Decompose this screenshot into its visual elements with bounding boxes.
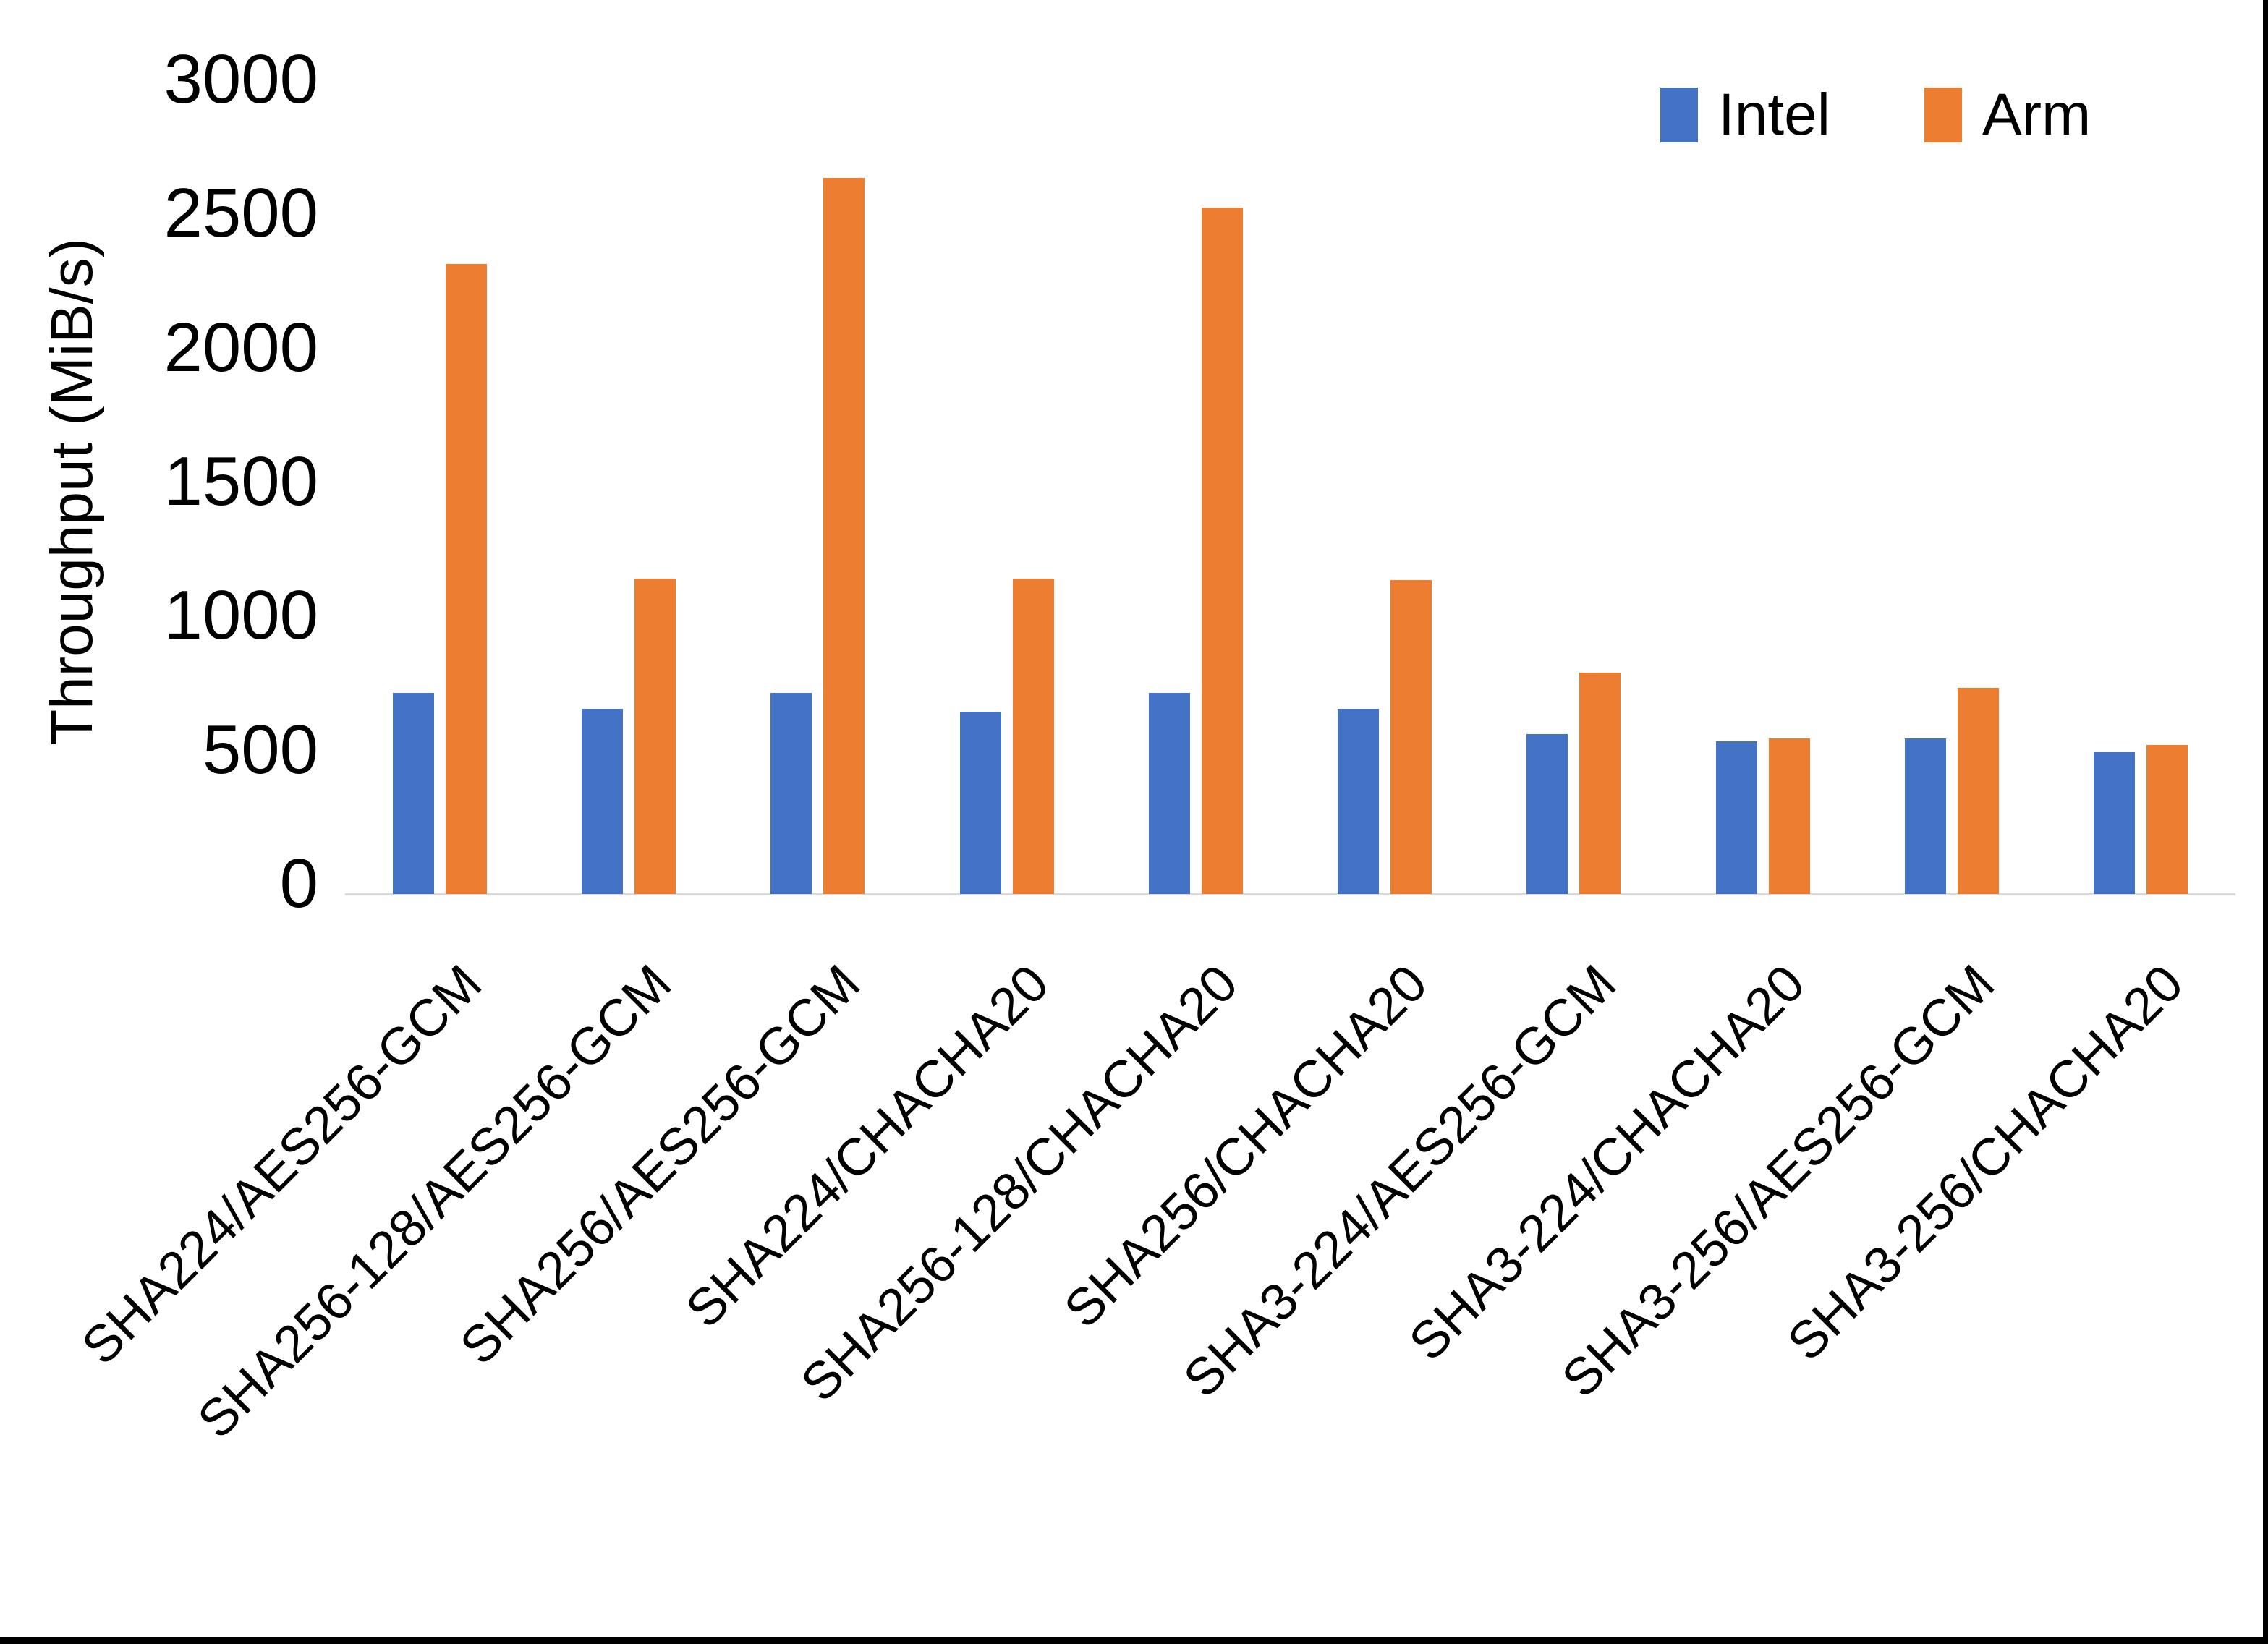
bar-arm-7 (1579, 673, 1621, 894)
bar-intel-2 (581, 709, 623, 894)
category-label: SHA256/AES256-GCM (449, 954, 871, 1376)
intel-series-swatch-icon (1660, 88, 1698, 142)
y-tick-label-500: 500 (202, 710, 318, 788)
bar-arm-2 (634, 579, 676, 894)
category-label: SHA224/AES256-GCM (71, 954, 493, 1376)
y-tick-label-1500: 1500 (163, 443, 318, 520)
image-border-bottom (0, 1637, 2268, 1644)
bar-arm-6 (1390, 580, 1432, 894)
legend-label-intel: Intel (1718, 82, 1830, 148)
bar-arm-9 (1958, 687, 2000, 894)
bar-intel-4 (959, 711, 1001, 894)
category-label: SHA3-224/CHACHA20 (1398, 954, 1817, 1372)
legend-item-intel: Intel (1660, 81, 1830, 149)
y-tick-label-0: 0 (279, 845, 318, 922)
category-label: SHA224/CHACHA20 (675, 954, 1061, 1340)
y-tick-label-2000: 2000 (163, 308, 318, 386)
bar-intel-8 (1715, 741, 1757, 894)
bar-intel-3 (770, 693, 812, 894)
bar-intel-7 (1526, 734, 1568, 894)
x-axis-line (345, 893, 2235, 895)
y-tick-label-1000: 1000 (163, 576, 318, 655)
bar-intel-6 (1338, 709, 1380, 894)
category-label: SHA256/CHACHA20 (1053, 954, 1438, 1340)
bar-intel-9 (1905, 738, 1947, 894)
bar-intel-1 (392, 693, 434, 894)
bar-intel-5 (1148, 693, 1190, 894)
legend-item-arm: Arm (1924, 81, 2091, 149)
y-tick-label-2500: 2500 (163, 174, 318, 252)
image-border-right (2263, 0, 2268, 1644)
legend: Intel Arm (1660, 81, 2091, 149)
category-label: SHA3-256/CHACHA20 (1776, 954, 2195, 1372)
legend-label-arm: Arm (1982, 82, 2091, 148)
bar-arm-5 (1201, 208, 1243, 894)
arm-series-swatch-icon (1924, 88, 1962, 142)
bar-arm-4 (1012, 579, 1054, 894)
bar-arm-10 (2146, 745, 2188, 894)
y-axis-tick-labels: 0 500 1000 1500 2000 2500 3000 (0, 45, 318, 919)
bar-arm-1 (445, 263, 487, 894)
y-tick-label-3000: 3000 (163, 41, 318, 118)
bar-arm-8 (1768, 738, 1810, 894)
plot-area (345, 90, 2235, 895)
bar-intel-10 (2094, 751, 2136, 894)
bar-arm-3 (823, 178, 865, 894)
